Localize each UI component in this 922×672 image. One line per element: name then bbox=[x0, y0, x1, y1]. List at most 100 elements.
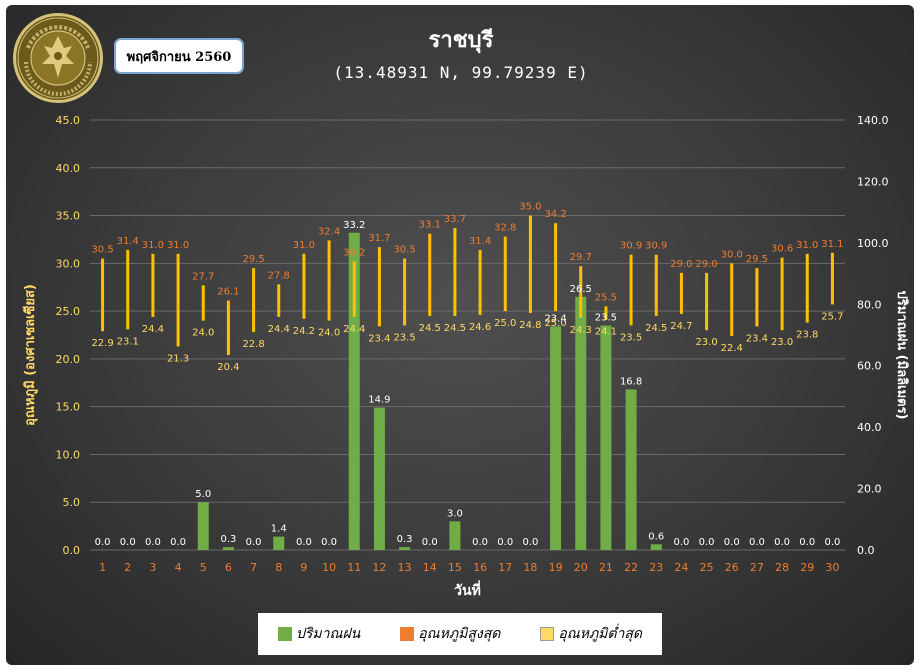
rain-data-label: 1.4 bbox=[271, 524, 287, 535]
x-tick-label: 9 bbox=[300, 561, 307, 574]
rain-data-label: 0.0 bbox=[724, 537, 740, 548]
y-right-tick-label: 140.0 bbox=[857, 114, 889, 127]
temperature-range-bar bbox=[755, 268, 759, 327]
y-left-tick-label: 35.0 bbox=[56, 210, 81, 223]
x-tick-label: 6 bbox=[225, 561, 232, 574]
x-tick-label: 25 bbox=[700, 561, 714, 574]
rain-data-label: 0.0 bbox=[170, 537, 186, 548]
rain-data-label: 0.0 bbox=[699, 537, 715, 548]
rain-bar bbox=[449, 521, 461, 550]
min-temp-label: 24.8 bbox=[519, 320, 541, 331]
y-left-tick-label: 5.0 bbox=[63, 496, 81, 509]
max-temp-label: 25.5 bbox=[595, 292, 617, 303]
x-tick-label: 26 bbox=[725, 561, 739, 574]
x-tick-label: 2 bbox=[124, 561, 131, 574]
temperature-range-bar bbox=[302, 253, 306, 319]
temperature-range-bar bbox=[201, 285, 205, 321]
min-temp-label: 23.0 bbox=[695, 337, 717, 348]
temperature-range-bar bbox=[679, 272, 683, 314]
min-temp-label: 25.0 bbox=[544, 318, 566, 329]
min-temp-label: 23.4 bbox=[368, 333, 390, 344]
max-temp-label: 31.4 bbox=[469, 236, 491, 247]
x-tick-label: 11 bbox=[347, 561, 361, 574]
max-temp-label: 32.4 bbox=[318, 226, 340, 237]
y-right-tick-label: 20.0 bbox=[857, 483, 882, 496]
x-tick-label: 16 bbox=[473, 561, 487, 574]
temperature-range-bars bbox=[101, 215, 834, 356]
temperature-range-bar bbox=[780, 257, 784, 331]
rain-bars bbox=[197, 232, 662, 550]
max-temp-label: 30.9 bbox=[620, 241, 642, 252]
x-tick-label: 1 bbox=[99, 561, 106, 574]
max-temp-label: 30.5 bbox=[91, 245, 113, 256]
rain-data-label: 14.9 bbox=[368, 395, 390, 406]
max-temp-label: 29.5 bbox=[746, 254, 768, 265]
temperature-range-bar bbox=[654, 254, 658, 316]
min-temp-label: 23.1 bbox=[117, 336, 139, 347]
temperature-range-bar bbox=[528, 215, 532, 314]
rain-bar bbox=[550, 326, 562, 550]
rain-bar bbox=[273, 536, 285, 550]
x-tick-label: 10 bbox=[322, 561, 336, 574]
max-temp-label: 33.7 bbox=[444, 214, 466, 225]
max-temp-label: 31.0 bbox=[796, 240, 818, 251]
min-temp-label: 24.5 bbox=[419, 323, 441, 334]
y-left-tick-label: 40.0 bbox=[56, 162, 81, 175]
temperature-range-bar bbox=[352, 261, 356, 317]
y-right-axis-title: ปริมาณฝน (มิลลิเมตร) bbox=[894, 290, 909, 419]
min-temp-label: 24.4 bbox=[142, 324, 164, 335]
x-tick-label: 15 bbox=[448, 561, 462, 574]
min-temp-label: 22.4 bbox=[721, 343, 743, 354]
min-temp-label: 24.0 bbox=[318, 328, 340, 339]
max-temp-label: 31.7 bbox=[368, 233, 390, 244]
rain-data-label: 0.0 bbox=[522, 537, 538, 548]
y-right-tick-label: 80.0 bbox=[857, 298, 882, 311]
min-temp-label: 23.5 bbox=[393, 332, 415, 343]
x-tick-label: 28 bbox=[775, 561, 789, 574]
temperature-range-bar bbox=[428, 233, 432, 316]
rain-data-label: 0.0 bbox=[774, 537, 790, 548]
y-left-tick-label: 15.0 bbox=[56, 401, 81, 414]
legend-item-rain: ปริมาณฝน bbox=[277, 623, 360, 645]
max-temp-label: 31.4 bbox=[117, 236, 139, 247]
x-tick-label: 20 bbox=[574, 561, 588, 574]
x-tick-label: 3 bbox=[149, 561, 156, 574]
x-tick-label: 30 bbox=[825, 561, 839, 574]
max-temp-label: 34.2 bbox=[544, 209, 566, 220]
rain-data-label: 26.5 bbox=[570, 284, 592, 295]
rain-data-label: 33.2 bbox=[343, 220, 365, 231]
min-temp-label: 24.4 bbox=[268, 324, 290, 335]
temperature-range-bar bbox=[503, 236, 507, 312]
min-temp-label: 23.8 bbox=[796, 330, 818, 341]
temperature-range-bar bbox=[277, 284, 281, 317]
max-temp-label: 31.0 bbox=[142, 240, 164, 251]
rain-data-label: 0.6 bbox=[648, 531, 664, 542]
temperature-range-bar bbox=[705, 272, 709, 331]
min-temp-label: 24.7 bbox=[670, 321, 692, 332]
x-tick-label: 4 bbox=[175, 561, 182, 574]
temperature-range-bar bbox=[126, 249, 130, 330]
data-labels: 0.0 0.0 0.0 0.0 5.0 0.3 0.0 1.4 0.0 0.0 33.2 14.9 0.… bbox=[91, 202, 843, 548]
rain-bar bbox=[399, 547, 411, 550]
min-temp-label: 23.4 bbox=[746, 333, 768, 344]
max-temp-label: 30.0 bbox=[721, 249, 743, 260]
temperature-range-bar bbox=[226, 300, 230, 356]
chart-panel bbox=[6, 5, 914, 665]
min-temp-label: 24.6 bbox=[469, 322, 491, 333]
max-temp-label: 29.5 bbox=[242, 254, 264, 265]
max-temp-label: 30.2 bbox=[343, 247, 365, 258]
x-tick-label: 21 bbox=[599, 561, 613, 574]
max-temp-label: 27.7 bbox=[192, 271, 214, 282]
temperature-range-bar bbox=[101, 258, 105, 332]
min-temp-label: 24.4 bbox=[343, 324, 365, 335]
rain-data-label: 0.0 bbox=[749, 537, 765, 548]
max-temp-label: 26.1 bbox=[217, 287, 239, 298]
max-temp-label: 31.0 bbox=[167, 240, 189, 251]
y-left-tick-label: 25.0 bbox=[56, 305, 81, 318]
temperature-range-bar bbox=[327, 240, 331, 321]
rain-data-label: 0.0 bbox=[145, 537, 161, 548]
rain-data-label: 23.5 bbox=[595, 312, 617, 323]
rain-data-label: 0.0 bbox=[246, 537, 262, 548]
y-right-tick-label: 60.0 bbox=[857, 360, 882, 373]
